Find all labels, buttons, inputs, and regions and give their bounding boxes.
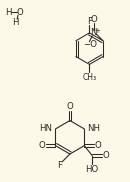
- Text: O: O: [17, 8, 23, 17]
- Text: HO: HO: [86, 165, 99, 174]
- Text: −O: −O: [83, 40, 97, 49]
- Text: N: N: [90, 28, 96, 37]
- Text: O: O: [67, 102, 73, 111]
- Text: F: F: [57, 161, 62, 170]
- Text: F: F: [87, 17, 92, 26]
- Text: H: H: [12, 18, 18, 27]
- Text: O: O: [38, 141, 45, 150]
- Text: NH: NH: [87, 124, 100, 133]
- Text: CH₃: CH₃: [82, 73, 97, 82]
- Text: O: O: [95, 141, 101, 150]
- Text: O: O: [102, 151, 109, 160]
- Text: H: H: [5, 8, 11, 17]
- Text: O: O: [91, 15, 98, 24]
- Text: +: +: [94, 28, 100, 34]
- Text: HN: HN: [40, 124, 53, 133]
